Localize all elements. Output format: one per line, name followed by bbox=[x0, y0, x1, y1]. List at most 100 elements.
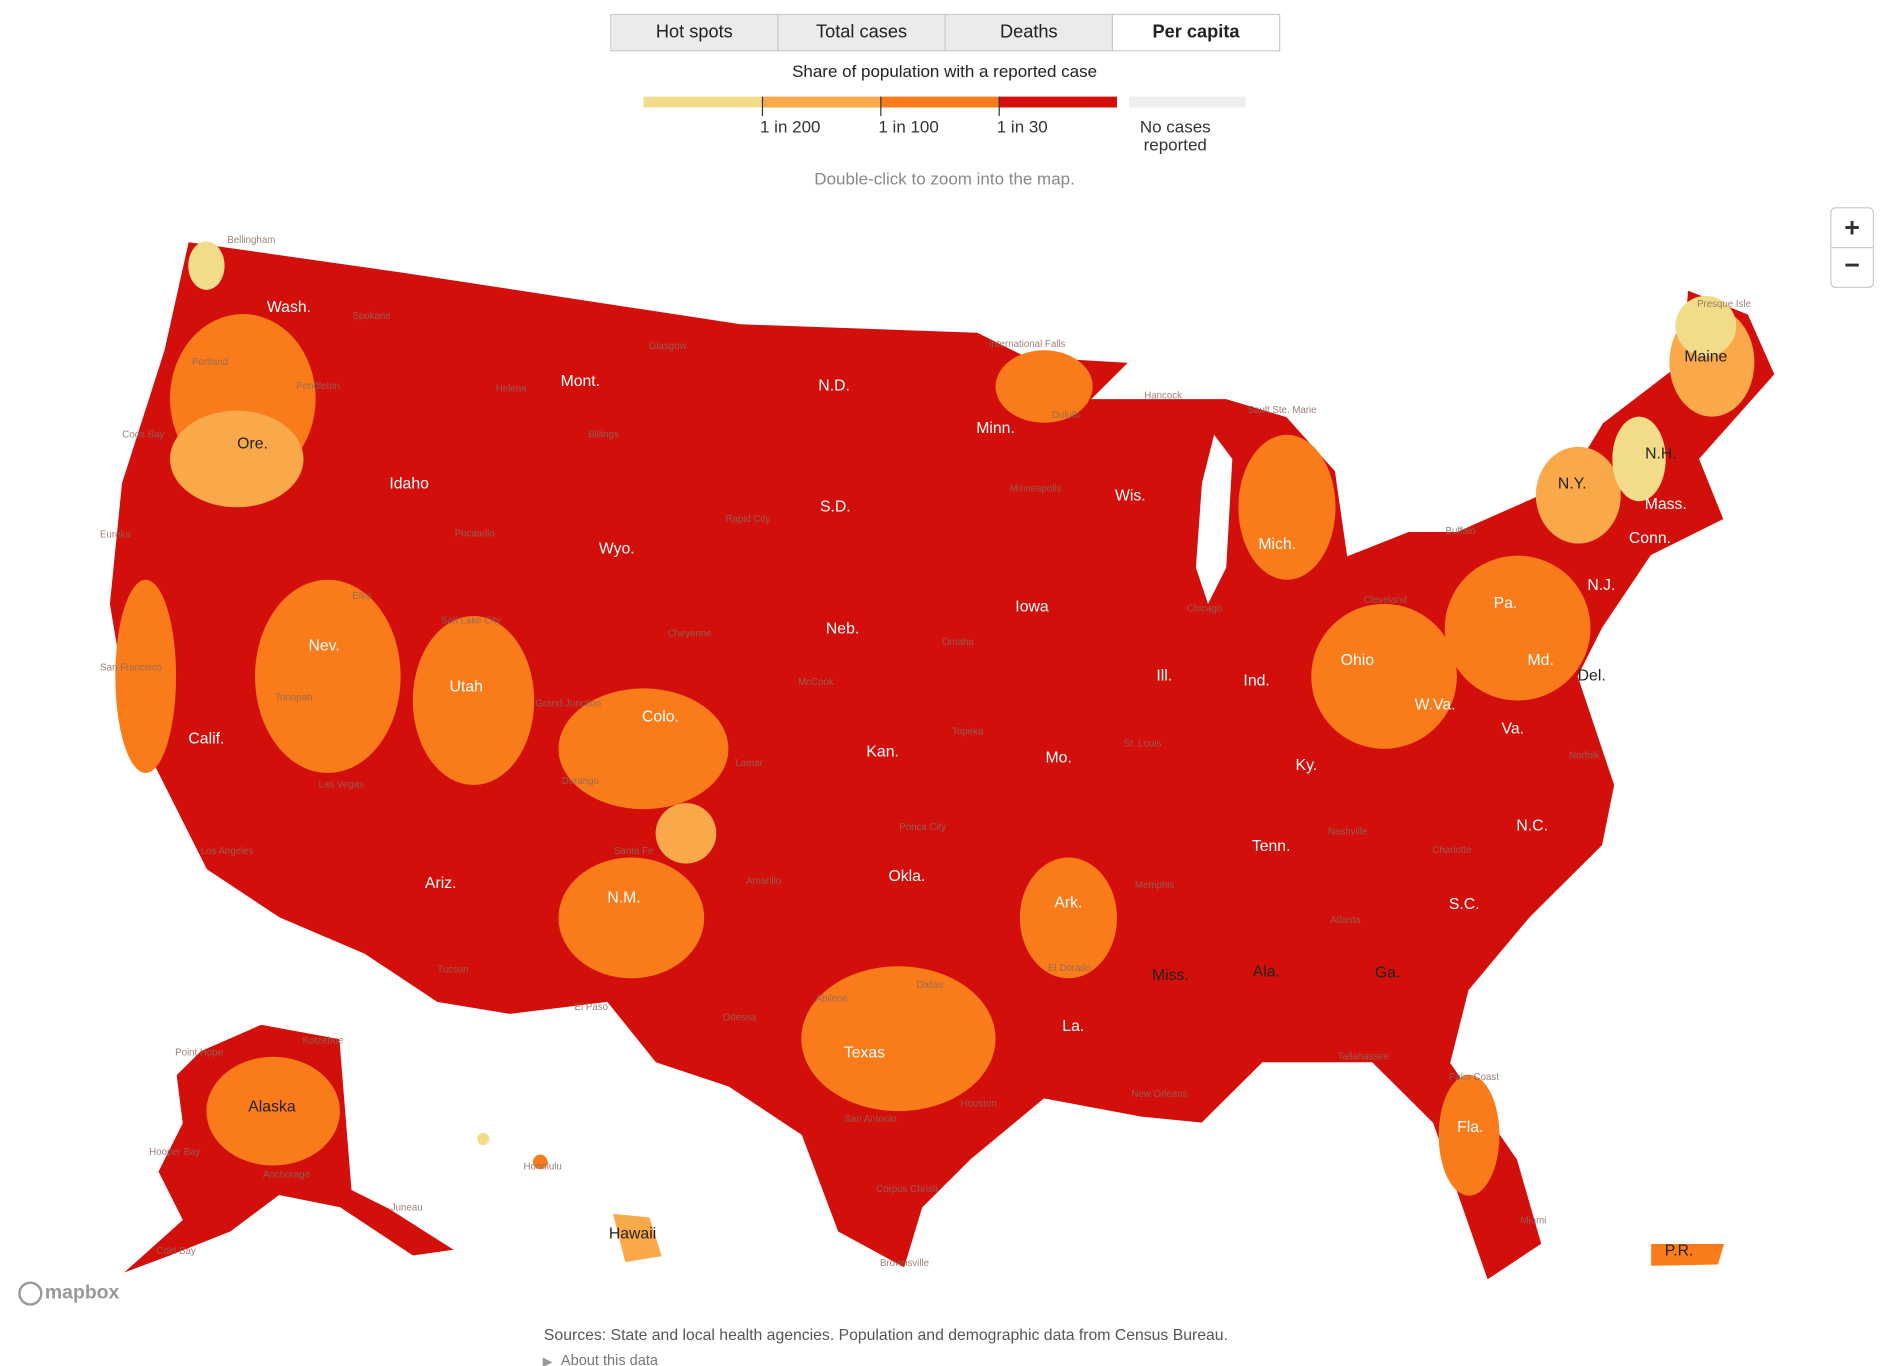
city-label: New Orleans bbox=[1131, 1089, 1187, 1100]
area bbox=[254, 579, 401, 773]
area bbox=[1612, 416, 1666, 502]
state-label: Ala. bbox=[1253, 963, 1280, 980]
area bbox=[1675, 295, 1737, 357]
city-label: Cheyenne bbox=[667, 629, 711, 640]
legend-swatch bbox=[1129, 96, 1246, 108]
city-label: Honolulu bbox=[524, 1161, 562, 1172]
mapbox-icon bbox=[18, 1281, 43, 1306]
state-label: S.D. bbox=[820, 498, 851, 515]
city-label: Helena bbox=[496, 383, 527, 394]
city-label: Sault Ste. Marie bbox=[1248, 405, 1317, 416]
legend-label: 1 in 30 bbox=[997, 118, 1048, 137]
state-label: S.C. bbox=[1449, 896, 1480, 913]
tab-bar: Hot spots Total cases Deaths Per capita bbox=[610, 13, 1281, 52]
city-label: Dallas bbox=[917, 980, 944, 991]
area bbox=[1311, 603, 1457, 749]
city-label: Odessa bbox=[723, 1013, 757, 1024]
state-label: W.Va. bbox=[1415, 697, 1456, 714]
city-label: Point Hope bbox=[175, 1048, 223, 1059]
city-label: Tallahassee bbox=[1338, 1051, 1389, 1062]
state-label: Alaska bbox=[248, 1099, 296, 1116]
state-label: Pa. bbox=[1494, 595, 1518, 612]
city-label: Tucson bbox=[437, 964, 468, 975]
tab[interactable] bbox=[944, 13, 1114, 52]
legend-swatch bbox=[880, 96, 999, 108]
map[interactable]: Wash. Ore. Calif. Nev. Idaho Mont. Wyo. Utah Col… bbox=[100, 235, 1776, 1282]
city-label: Norfolk bbox=[1569, 751, 1600, 762]
state-label: N.Y. bbox=[1558, 475, 1587, 492]
area bbox=[801, 966, 996, 1112]
island bbox=[532, 1154, 548, 1170]
state-label: N.J. bbox=[1587, 577, 1615, 594]
map-hint: Double-click to zoom into the map. bbox=[814, 169, 1075, 188]
state-label: Wis. bbox=[1115, 488, 1146, 505]
tab-label[interactable]: Hot spots bbox=[656, 21, 733, 41]
tab-label[interactable]: Per capita bbox=[1153, 21, 1241, 41]
city-label: San Antonio bbox=[844, 1114, 896, 1125]
legend-title: Share of population with a reported case bbox=[792, 62, 1097, 81]
zoom-in[interactable]: + bbox=[1844, 213, 1860, 243]
tab[interactable] bbox=[777, 13, 946, 52]
city-label: Grand Junction bbox=[535, 699, 601, 710]
city-label: Elko bbox=[352, 591, 371, 602]
state-label: Iowa bbox=[1015, 599, 1049, 616]
state-labels: Wash. Ore. Calif. Nev. Idaho Mont. Wyo. Utah Col… bbox=[188, 299, 1727, 1259]
state-label: Miss. bbox=[1152, 967, 1189, 984]
area bbox=[206, 1056, 340, 1166]
sources: Sources: State and local health agencies… bbox=[544, 1327, 1228, 1344]
puerto-rico bbox=[1651, 1244, 1725, 1266]
city-label: Spokane bbox=[352, 311, 390, 322]
city-label: Omaha bbox=[942, 637, 974, 648]
area bbox=[1238, 434, 1336, 580]
city-label: Billings bbox=[588, 429, 619, 440]
city-label: Memphis bbox=[1135, 880, 1175, 891]
area bbox=[995, 350, 1093, 423]
tab[interactable] bbox=[1111, 13, 1281, 52]
area bbox=[1438, 1074, 1500, 1196]
area bbox=[188, 241, 225, 290]
city-label: Cold Bay bbox=[156, 1246, 196, 1257]
state-label: N.M. bbox=[607, 890, 640, 907]
city-label: Nashville bbox=[1328, 827, 1367, 838]
city-label: Pendleton bbox=[296, 381, 340, 392]
state-label: Ga. bbox=[1375, 965, 1400, 982]
about-link[interactable]: About this data bbox=[561, 1353, 659, 1366]
state-label: Ariz. bbox=[425, 875, 457, 892]
state-label: Calif. bbox=[188, 730, 224, 747]
state-label: Okla. bbox=[889, 868, 926, 885]
city-label: Hancock bbox=[1144, 391, 1182, 402]
area bbox=[115, 579, 177, 773]
area bbox=[1019, 857, 1117, 979]
state-label: N.H. bbox=[1645, 445, 1677, 462]
city-label: St. Louis bbox=[1124, 739, 1162, 750]
city-label: El Paso bbox=[575, 1002, 608, 1013]
state-label: Va. bbox=[1502, 721, 1525, 738]
lake-michigan bbox=[1195, 434, 1233, 604]
state-label: Mont. bbox=[561, 373, 600, 390]
state-label: Md. bbox=[1528, 652, 1554, 669]
area bbox=[169, 410, 304, 508]
tab-label[interactable]: Total cases bbox=[816, 21, 907, 41]
city-label: Houston bbox=[961, 1098, 997, 1109]
tab-label[interactable]: Deaths bbox=[1000, 21, 1058, 41]
state-label: Del. bbox=[1578, 668, 1606, 685]
tab[interactable] bbox=[610, 13, 779, 52]
state-label: Fla. bbox=[1457, 1119, 1483, 1136]
city-label: Presque Isle bbox=[1697, 299, 1751, 310]
city-label: Corpus Christi bbox=[876, 1184, 937, 1195]
zoom-out[interactable]: − bbox=[1844, 250, 1860, 280]
city-label: Durango bbox=[562, 776, 599, 787]
state-label: N.C. bbox=[1516, 817, 1548, 834]
state-label: Minn. bbox=[976, 420, 1015, 437]
city-label: Pocatello bbox=[455, 528, 495, 539]
state-label: Ore. bbox=[237, 436, 268, 453]
area bbox=[1444, 555, 1591, 701]
city-label: Anchorage bbox=[263, 1170, 310, 1181]
city-label: Las Vegas bbox=[319, 780, 364, 791]
city-label: Portland bbox=[192, 357, 228, 368]
city-label: Eureka bbox=[100, 530, 131, 541]
orange-areas bbox=[115, 314, 1591, 1196]
yellow-areas bbox=[188, 241, 1737, 502]
city-label: Abilene bbox=[815, 993, 847, 1004]
disclosure-triangle[interactable] bbox=[542, 1357, 553, 1366]
